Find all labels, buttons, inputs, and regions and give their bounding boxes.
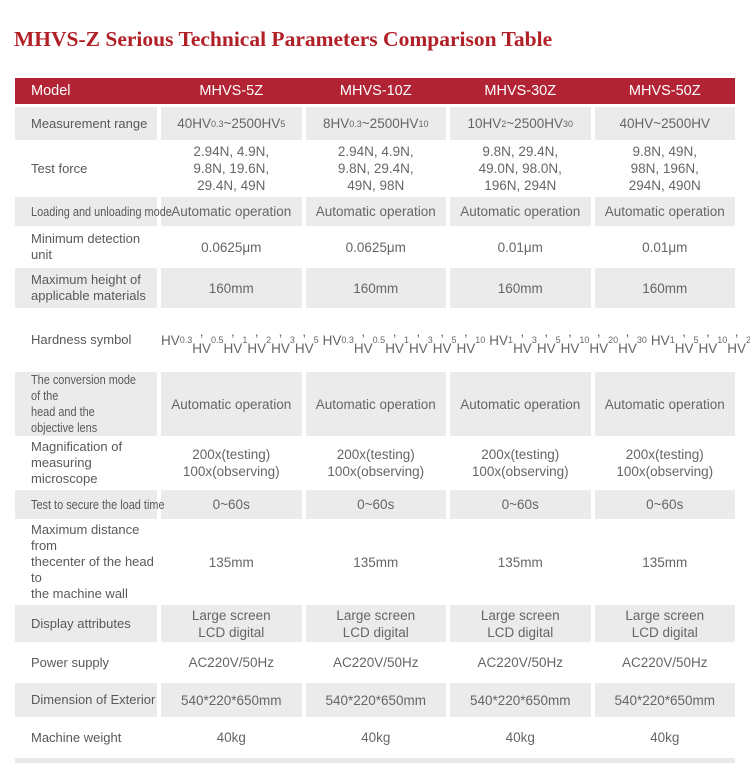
- cell-value: 10HV 2 ~2500HV 30: [450, 107, 591, 140]
- cell-value: 0~60s: [161, 490, 302, 519]
- cell-value: 160mm: [450, 268, 591, 308]
- cell-value: Automatic operation: [305, 372, 446, 436]
- row-label: Machine weight: [15, 720, 157, 755]
- cell-value: 40kg: [161, 720, 302, 755]
- parameters-table: Model MHVS-5Z MHVS-10Z MHVS-30Z MHVS-50Z…: [15, 78, 750, 763]
- cell-value: 0.0625μm: [305, 229, 446, 265]
- cell-value: 40kg: [450, 720, 591, 755]
- cell-value: 160mm: [305, 268, 446, 308]
- cell-value: 9.8N, 49N, 98N, 196N, 294N, 490N: [594, 143, 735, 194]
- header-column-mhvs-50z: MHVS-50Z: [628, 83, 701, 99]
- cell-value: AC220V/50Hz: [161, 645, 302, 680]
- cell-value: 200x(testing) 100x(observing): [161, 439, 302, 487]
- cell-value: Large screen LCD digital: [450, 605, 591, 642]
- row-label: Magnification of measuring microscope: [15, 439, 157, 487]
- cell-value: 0~60s: [305, 490, 446, 519]
- row-label: Minimum detection unit: [15, 229, 157, 265]
- cell-value: 135mm: [305, 522, 446, 602]
- cell-value: Automatic operation: [450, 197, 591, 226]
- row-maximum-height: Maximum height of applicable materials 1…: [15, 268, 735, 308]
- row-label: Dimension of Exterior: [15, 683, 157, 717]
- cell-value: HV 1, HV 3, HV 5, HV 10, HV 20, HV 30: [489, 311, 647, 369]
- cell-value: 40kg: [594, 720, 735, 755]
- cell-value: Automatic operation: [594, 372, 735, 436]
- row-hardness-symbol: Hardness symbol HV 0.3, HV 0.5, HV 1, HV 2, HV…: [15, 311, 750, 369]
- cell-value: 540*220*650mm: [450, 683, 591, 717]
- cell-value: 9.8N, 29.4N, 49.0N, 98.0N, 196N, 294N: [450, 143, 591, 194]
- cell-value: HV 0.3, HV 0.5, HV 1, HV 2, HV 3, HV 5: [161, 311, 319, 369]
- row-measurement-range: Measurement range 40HV 0.3 ~2500HV 5 8HV 0.3…: [15, 107, 735, 140]
- cell-value: 540*220*650mm: [305, 683, 446, 717]
- row-magnification: Magnification of measuring microscope 20…: [15, 439, 735, 487]
- row-label: Test force: [15, 143, 157, 194]
- row-minimum-detection-unit: Minimum detection unit 0.0625μm 0.0625μm…: [15, 229, 735, 265]
- row-label: The conversion mode of the head and the …: [15, 372, 157, 436]
- cell-value: Automatic operation: [161, 197, 302, 226]
- cell-value: AC220V/50Hz: [450, 645, 591, 680]
- row-label: Power supply: [15, 645, 157, 680]
- cell-value: 200x(testing) 100x(observing): [594, 439, 735, 487]
- cell-value: 200x(testing) 100x(observing): [305, 439, 446, 487]
- row-display-attributes: Display attributes Large screen LCD digit…: [15, 605, 735, 642]
- cell-value: Large screen LCD digital: [594, 605, 735, 642]
- header-column-mhvs-5z: MHVS-5Z: [199, 83, 264, 99]
- cell-value: Large screen LCD digital: [161, 605, 302, 642]
- cell-value: 8HV 0.3 ~2500HV 10: [305, 107, 446, 140]
- row-label: Maximum distance from thecenter of the h…: [15, 522, 157, 602]
- row-machine-weight: Machine weight 40kg 40kg 40kg 40kg: [15, 720, 735, 755]
- row-label: Display attributes: [15, 605, 157, 642]
- row-label-text: The conversion mode of the head and the …: [31, 372, 137, 435]
- cell-value: 160mm: [161, 268, 302, 308]
- table-header-row: Model MHVS-5Z MHVS-10Z MHVS-30Z MHVS-50Z: [15, 78, 735, 104]
- cell-value: AC220V/50Hz: [305, 645, 446, 680]
- row-conversion-mode: The conversion mode of the head and the …: [15, 372, 735, 436]
- header-column-mhvs-30z: MHVS-30Z: [484, 83, 557, 99]
- cell-value: 135mm: [594, 522, 735, 602]
- cell-value: Automatic operation: [594, 197, 735, 226]
- cell-value: 0.0625μm: [161, 229, 302, 265]
- cell-value: 540*220*650mm: [594, 683, 735, 717]
- page-title: MHVS-Z Serious Technical Parameters Comp…: [14, 27, 553, 51]
- header-column-mhvs-10z: MHVS-10Z: [339, 83, 412, 99]
- cell-value: 135mm: [161, 522, 302, 602]
- cell-value: 0.01μm: [450, 229, 591, 265]
- cell-value: Automatic operation: [450, 372, 591, 436]
- cell-value: 200x(testing) 100x(observing): [450, 439, 591, 487]
- cell-value: 540*220*650mm: [161, 683, 302, 717]
- cell-value: Automatic operation: [161, 372, 302, 436]
- row-label: Hardness symbol: [15, 311, 157, 369]
- row-label-text: Test to secure the load time: [31, 496, 165, 512]
- cell-value: 135mm: [450, 522, 591, 602]
- cell-value: 40kg: [305, 720, 446, 755]
- cell-value: 40HV~2500HV: [594, 107, 735, 140]
- table-bottom-border: [15, 758, 735, 763]
- row-test-force: Test force 2.94N, 4.9N, 9.8N, 19.6N, 29.4N…: [15, 143, 735, 194]
- cell-value: 2.94N, 4.9N, 9.8N, 19.6N, 29.4N, 49N: [161, 143, 302, 194]
- cell-value: Automatic operation: [305, 197, 446, 226]
- cell-value: 0.01μm: [594, 229, 735, 265]
- cell-value: 0~60s: [594, 490, 735, 519]
- row-label: Maximum height of applicable materials: [15, 268, 157, 308]
- cell-value: 0~60s: [450, 490, 591, 519]
- cell-value: AC220V/50Hz: [594, 645, 735, 680]
- row-loading-unloading-mode: Loading and unloading mode Automatic ope…: [15, 197, 735, 226]
- row-label: Loading and unloading mode: [15, 197, 172, 226]
- row-maximum-distance: Maximum distance from thecenter of the h…: [15, 522, 735, 602]
- row-power-supply: Power supply AC220V/50Hz AC220V/50Hz AC2…: [15, 645, 735, 680]
- row-dimension-exterior: Dimension of Exterior 540*220*650mm 540*…: [15, 683, 735, 717]
- cell-value: 40HV 0.3 ~2500HV 5: [161, 107, 302, 140]
- row-label: Measurement range: [15, 107, 157, 140]
- cell-value: HV 0.3, HV 0.5, HV 1, HV 3, HV 5, HV 10: [322, 311, 486, 369]
- row-label: Test to secure the load time: [15, 490, 165, 519]
- cell-value: 160mm: [594, 268, 735, 308]
- cell-value: 2.94N, 4.9N, 9.8N, 29.4N, 49N, 98N: [305, 143, 446, 194]
- row-label-text: Loading and unloading mode: [31, 203, 172, 219]
- header-model-label: Model: [31, 83, 71, 99]
- row-load-time: Test to secure the load time 0~60s 0~60s…: [15, 490, 735, 519]
- cell-value: Large screen LCD digital: [305, 605, 446, 642]
